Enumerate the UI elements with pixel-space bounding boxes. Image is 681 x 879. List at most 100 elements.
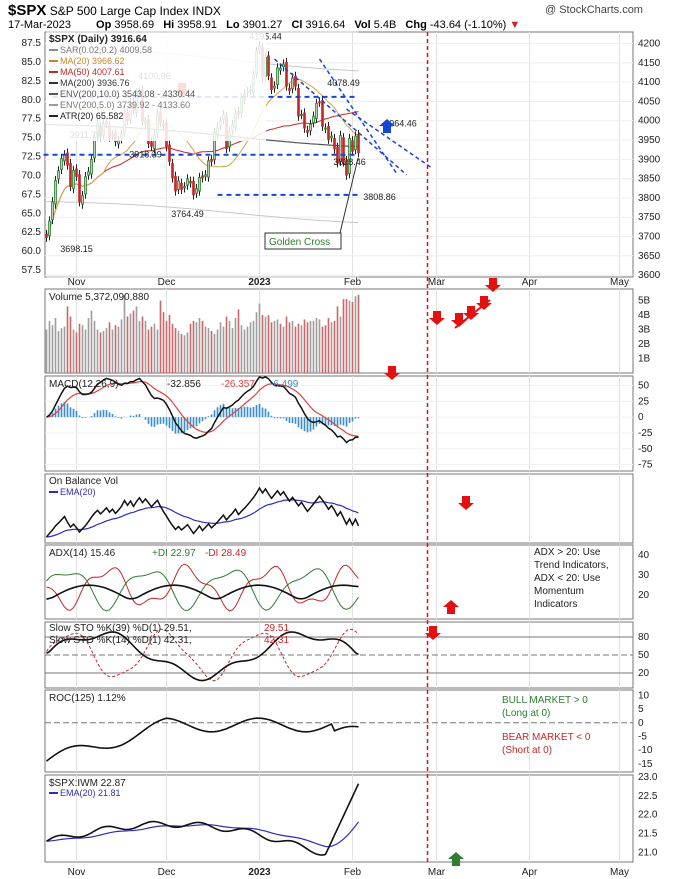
atr-axis-tick: 80.0 — [22, 95, 42, 106]
ratio-axis-tick: 22.0 — [638, 810, 658, 821]
candle-body — [351, 140, 354, 152]
macd-hist-bar — [147, 417, 150, 424]
macd-hist-bar — [240, 407, 243, 418]
low-value: 3901.27 — [242, 19, 283, 31]
panel-frame — [44, 473, 634, 544]
candle-body — [285, 61, 288, 87]
adx-axis-tick: 20 — [638, 590, 650, 601]
volume-bar — [246, 326, 249, 373]
volume-bar — [171, 323, 174, 373]
volume-bar — [288, 322, 291, 373]
volume-bar — [135, 306, 138, 373]
macd-hist-bar — [138, 414, 141, 418]
candle-body — [270, 77, 273, 90]
candle-body — [345, 159, 348, 176]
macd-hist-bar — [225, 407, 228, 418]
macd-hist-bar — [339, 417, 342, 425]
open-value: 3958.69 — [114, 19, 155, 31]
price-axis-tick: 3900 — [638, 154, 661, 165]
sto-axis-tick: 20 — [638, 668, 650, 679]
volume-bar — [138, 320, 141, 373]
macd-hist-bar — [117, 417, 120, 418]
macd-hist-bar — [105, 410, 108, 418]
x-axis-label: Dec — [158, 277, 176, 288]
atr-axis-tick: 82.5 — [22, 76, 42, 87]
candle-body — [288, 87, 291, 91]
volume-bar — [261, 315, 264, 373]
price-axis-tick: 4000 — [638, 116, 661, 127]
macd-hist-bar — [333, 417, 336, 427]
ohlc-row: 17-Mar-2023 Op 3958.69 Hi 3958.91 Lo 390… — [8, 19, 520, 31]
macd-hist-bar — [201, 417, 204, 422]
candle-body — [195, 188, 198, 194]
minus-di-value: -DI 28.49 — [205, 548, 247, 559]
x-axis-label-bottom: Feb — [344, 867, 362, 878]
macd-hist-bar — [243, 406, 246, 418]
atr-axis-tick: 60.0 — [22, 246, 42, 257]
price-annotation: 4078.49 — [327, 78, 360, 88]
candle-body — [69, 163, 72, 187]
panel-frame — [44, 375, 634, 472]
adx-red-arrow-icon — [443, 600, 459, 614]
atr-axis-tick: 62.5 — [22, 227, 42, 238]
minus-di-line — [46, 563, 359, 612]
macd-hist-bar — [279, 417, 282, 419]
candle-body — [45, 234, 48, 238]
high-value: 3958.91 — [177, 19, 218, 31]
atr-axis-tick: 72.5 — [22, 152, 42, 163]
volume-bar — [306, 322, 309, 373]
macd-hist-bar — [165, 417, 168, 426]
macd-hist-bar — [60, 403, 63, 418]
macd-hist-bar — [276, 417, 279, 419]
sto-red-arrow-icon — [425, 626, 441, 640]
bull-note: (Long at 0) — [502, 708, 550, 719]
candle-body — [273, 85, 276, 89]
macd-hist-bar — [237, 408, 240, 418]
candle-body — [318, 101, 321, 104]
legend-entry: ENV(200,10.0) 3543.08 - 4330.44 — [60, 89, 195, 99]
panel-frame — [44, 774, 634, 863]
volume-bar — [336, 306, 339, 373]
volume-axis-tick: 4B — [638, 310, 651, 321]
volume-bar — [270, 322, 273, 373]
legend-entry: ENV(200,5.0) 3739.92 - 4133.60 — [60, 100, 190, 110]
volume-red-arrow-icon — [463, 306, 479, 320]
macd-hist-bar — [273, 417, 276, 419]
atr-axis-tick: 87.5 — [22, 38, 42, 49]
candle-body — [87, 171, 90, 176]
volume-bar — [57, 331, 60, 373]
exchange: INDX — [192, 4, 221, 18]
macd-hist-bar — [99, 410, 102, 418]
macd-hist-bar — [186, 417, 189, 431]
candle-body — [168, 144, 171, 162]
macd-hist-bar — [354, 417, 357, 419]
macd-hist-bar — [198, 417, 201, 424]
volume-bar — [339, 316, 342, 373]
macd-value: -32.856 — [167, 379, 201, 390]
volume-bar — [351, 302, 354, 373]
price-axis-tick: 4100 — [638, 77, 661, 88]
envelope-5-lower — [46, 201, 359, 224]
volume-bar — [87, 317, 90, 373]
roc-axis-tick: 10 — [638, 690, 650, 701]
volume-bar — [117, 326, 120, 373]
roc-axis-tick: 0 — [638, 718, 644, 729]
macd-hist-bar — [132, 415, 135, 418]
volume-bar — [168, 315, 171, 373]
macd-hist-bar — [246, 406, 249, 418]
macd-hist-bar — [174, 417, 177, 434]
volume-bar — [96, 329, 99, 373]
volume-bar — [225, 316, 228, 373]
volume-bar — [54, 317, 57, 373]
macd-hist-bar — [51, 412, 54, 418]
chart-header: $SPX S&P 500 Large Cap Index INDX — [8, 2, 221, 19]
candle-body — [171, 163, 174, 179]
vol-value: 5.4B — [373, 19, 397, 31]
price-axis-tick: 3800 — [638, 193, 661, 204]
volume-bar — [327, 317, 330, 373]
macd-hist-bar — [288, 417, 291, 424]
volume-bar — [324, 325, 327, 373]
ratio-title: $SPX:IWM 22.87 — [49, 778, 126, 789]
macd-hist-bar — [90, 415, 93, 418]
